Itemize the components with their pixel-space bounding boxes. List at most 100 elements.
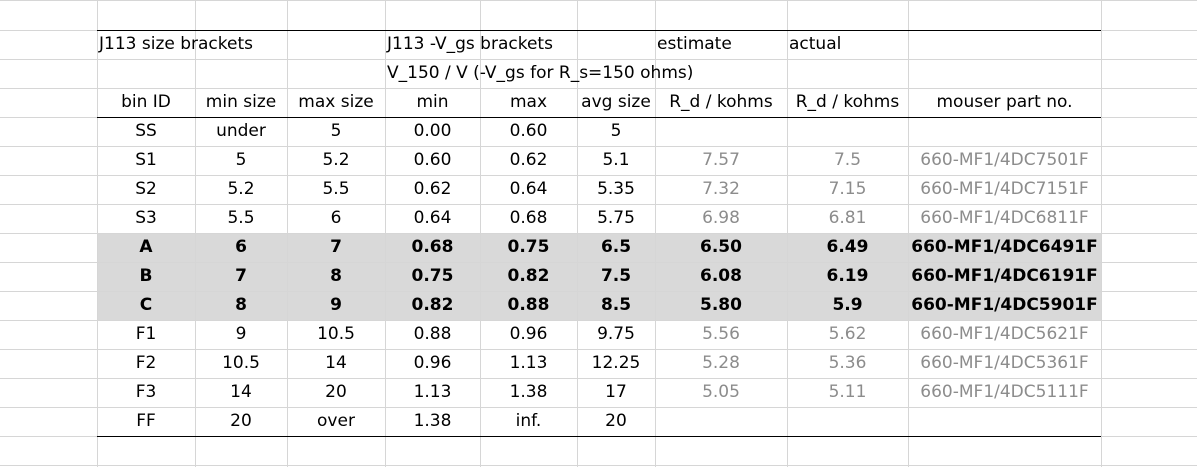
cell-bin-id: B: [139, 266, 153, 286]
cell-rd-estimate: 6.50: [700, 237, 742, 257]
cell-min-size: 9: [235, 324, 247, 344]
cell-vgs-max: 0.96: [509, 324, 548, 344]
bottom-border: [97, 436, 1101, 437]
cell-max-size: 10.5: [317, 324, 355, 344]
cell-avg-size: 6.5: [600, 237, 632, 257]
cell-min-size: 8: [235, 295, 247, 315]
col-vgs-max: max: [509, 92, 548, 112]
cell-min-size: 5: [235, 150, 247, 170]
cell-mouser-part: 660-MF1/4DC5361F: [920, 353, 1089, 373]
cell-max-size: 6: [330, 208, 342, 228]
cell-max-size: 5: [330, 121, 342, 141]
cell-min-size: 20: [230, 411, 252, 431]
cell-rd-estimate: [655, 407, 787, 436]
cell-rd-actual: 6.49: [826, 237, 869, 257]
actual-title: actual: [789, 34, 842, 54]
cell-min-size: 14: [230, 382, 252, 402]
cell-vgs-max: 0.62: [509, 150, 548, 170]
cell-avg-size: 5.75: [597, 208, 635, 228]
cell-mouser-part: 660-MF1/4DC5621F: [920, 324, 1089, 344]
cell-vgs-max: 0.88: [507, 295, 550, 315]
cell-rd-actual: 5.36: [828, 353, 867, 373]
cell-min-size: 7: [235, 266, 247, 286]
cell-vgs-min: 0.96: [413, 353, 452, 373]
col-avg-size: avg size: [581, 92, 651, 112]
cell-bin-id: FF: [136, 411, 156, 431]
cell-rd-actual: 6.81: [828, 208, 867, 228]
table-row: C 8 9 0.82 0.88 8.5 5.80 5.9 660-MF1/4DC5901F: [0, 291, 1197, 320]
cell-avg-size: 5: [610, 121, 622, 141]
cell-mouser-part: [908, 407, 1101, 436]
cell-mouser-part: [908, 117, 1101, 146]
cell-vgs-max: 0.68: [509, 208, 548, 228]
cell-rd-estimate: 6.98: [702, 208, 740, 228]
table-row: F1 9 10.5 0.88 0.96 9.75 5.56 5.62 660-MF1/4DC56…: [0, 320, 1197, 349]
cell-vgs-min: 0.82: [411, 295, 454, 315]
cell-max-size: 5.2: [322, 150, 350, 170]
cell-rd-actual: 6.19: [826, 266, 869, 286]
cell-min-size: 10.5: [222, 353, 260, 373]
cell-max-size: 9: [330, 295, 342, 315]
top-border: [97, 30, 1101, 31]
highlighted-rows: [97, 233, 1101, 320]
col-bin-id: bin ID: [121, 92, 171, 112]
cell-vgs-max: inf.: [515, 411, 542, 431]
cell-max-size: 5.5: [322, 179, 350, 199]
cell-rd-estimate: 5.80: [700, 295, 742, 315]
cell-max-size: 14: [325, 353, 347, 373]
col-rd-actual: R_d / kohms: [795, 92, 900, 112]
cell-vgs-max: 0.60: [509, 121, 548, 141]
size-brackets-title: J113 size brackets: [99, 34, 253, 54]
vgs-subtitle: V_150 / V (-V_gs for R_s=150 ohms): [387, 63, 694, 83]
cell-avg-size: 20: [605, 411, 627, 431]
table-row: SS under 5 0.00 0.60 5: [0, 117, 1197, 146]
cell-rd-estimate: 5.28: [702, 353, 740, 373]
cell-avg-size: 9.75: [597, 324, 635, 344]
cell-rd-actual: 5.62: [828, 324, 867, 344]
cell-max-size: 7: [330, 237, 342, 257]
cell-avg-size: 5.1: [602, 150, 630, 170]
cell-vgs-min: 0.60: [413, 150, 452, 170]
cell-rd-actual: [787, 117, 908, 146]
cell-avg-size: 7.5: [600, 266, 632, 286]
cell-min-size: under: [216, 121, 266, 141]
cell-avg-size: 17: [605, 382, 627, 402]
cell-mouser-part: 660-MF1/4DC6491F: [911, 237, 1098, 257]
cell-bin-id: F1: [135, 324, 157, 344]
cell-bin-id: S2: [135, 179, 157, 199]
cell-avg-size: 8.5: [600, 295, 632, 315]
table-row: S2 5.2 5.5 0.62 0.64 5.35 7.32 7.15 660-MF1/4DC7…: [0, 175, 1197, 204]
estimate-title: estimate: [657, 34, 732, 54]
cell-min-size: 5.2: [227, 179, 255, 199]
cell-rd-estimate: 7.57: [702, 150, 740, 170]
cell-vgs-min: 0.00: [413, 121, 452, 141]
table-row: F2 10.5 14 0.96 1.13 12.25 5.28 5.36 660-MF1/4DC…: [0, 349, 1197, 378]
cell-avg-size: 5.35: [597, 179, 635, 199]
cell-rd-estimate: 5.05: [702, 382, 740, 402]
cell-vgs-max: 0.64: [509, 179, 548, 199]
cell-mouser-part: 660-MF1/4DC7501F: [920, 150, 1089, 170]
cell-rd-actual: 7.15: [828, 179, 867, 199]
cell-bin-id: SS: [135, 121, 157, 141]
col-max-size: max size: [298, 92, 374, 112]
cell-max-size: over: [317, 411, 355, 431]
cell-rd-estimate: 5.56: [702, 324, 740, 344]
cell-vgs-max: 1.38: [509, 382, 548, 402]
cell-avg-size: 12.25: [591, 353, 641, 373]
table-row: A 6 7 0.68 0.75 6.5 6.50 6.49 660-MF1/4DC6491F: [0, 233, 1197, 262]
cell-vgs-max: 0.75: [507, 237, 550, 257]
cell-bin-id: S1: [135, 150, 157, 170]
cell-rd-actual: [787, 407, 908, 436]
cell-mouser-part: 660-MF1/4DC6811F: [920, 208, 1089, 228]
cell-min-size: 5.5: [227, 208, 255, 228]
col-mouser-part: mouser part no.: [936, 92, 1073, 112]
cell-vgs-max: 0.82: [507, 266, 550, 286]
cell-vgs-min: 1.13: [413, 382, 452, 402]
cell-min-size: 6: [235, 237, 247, 257]
cell-bin-id: F3: [135, 382, 157, 402]
table-row: FF 20 over 1.38 inf. 20: [0, 407, 1197, 436]
cell-mouser-part: 660-MF1/4DC7151F: [920, 179, 1089, 199]
cell-bin-id: A: [139, 237, 153, 257]
table-row: B 7 8 0.75 0.82 7.5 6.08 6.19 660-MF1/4DC6191F: [0, 262, 1197, 291]
